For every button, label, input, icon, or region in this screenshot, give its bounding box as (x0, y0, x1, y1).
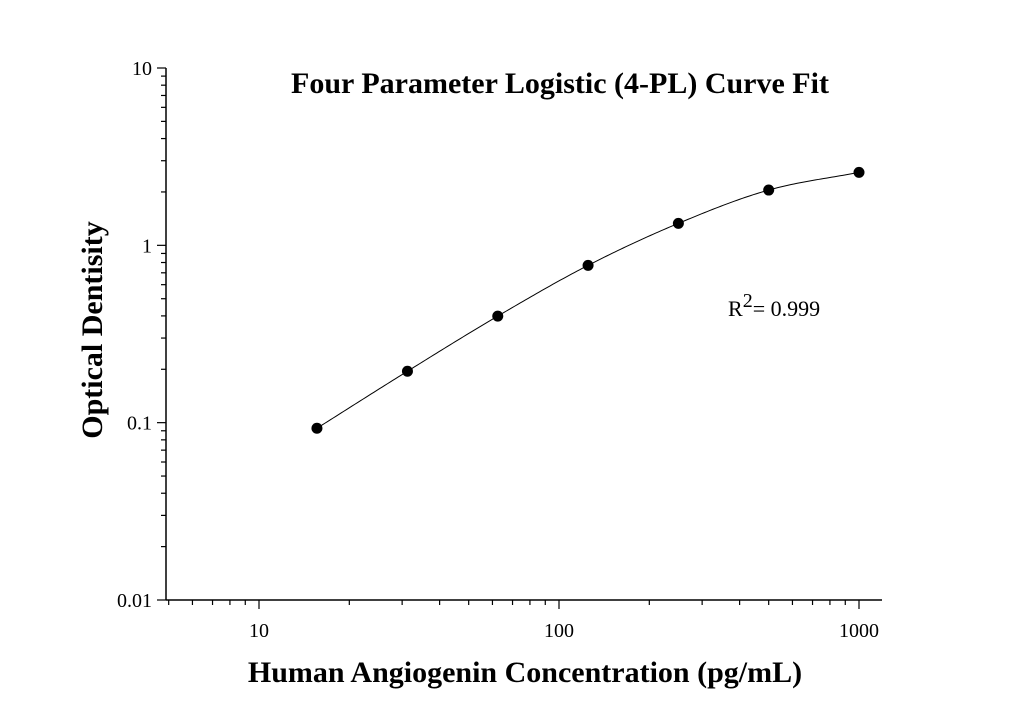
r-squared-value: = 0.999 (753, 296, 820, 321)
data-point (492, 310, 504, 322)
y-ticks: 0.01 0.1 1 10 (117, 58, 166, 612)
x-ticks: 10 100 1000 (168, 600, 879, 642)
r-squared-exponent: 2 (743, 290, 753, 312)
r-squared-r: R (728, 296, 743, 321)
x-tick-label: 1000 (839, 620, 879, 642)
x-tick-label: 10 (249, 620, 269, 642)
y-axis-label: Optical Dentisity (76, 221, 109, 439)
data-point (401, 365, 413, 377)
data-point (672, 217, 684, 229)
y-tick-label: 0.01 (117, 590, 152, 612)
y-tick-label: 1 (142, 235, 152, 257)
y-tick-label: 0.1 (127, 413, 152, 435)
data-point (853, 166, 865, 178)
x-axis-label: Human Angiogenin Concentration (pg/mL) (248, 656, 802, 689)
data-points (311, 166, 865, 434)
r-squared-annotation: R2= 0.999 (728, 290, 820, 321)
data-point (311, 422, 323, 434)
y-tick-label: 10 (132, 58, 152, 80)
chart-title: Four Parameter Logistic (4-PL) Curve Fit (291, 67, 829, 100)
data-point (582, 259, 594, 271)
data-point (763, 184, 775, 196)
x-tick-label: 100 (544, 620, 574, 642)
